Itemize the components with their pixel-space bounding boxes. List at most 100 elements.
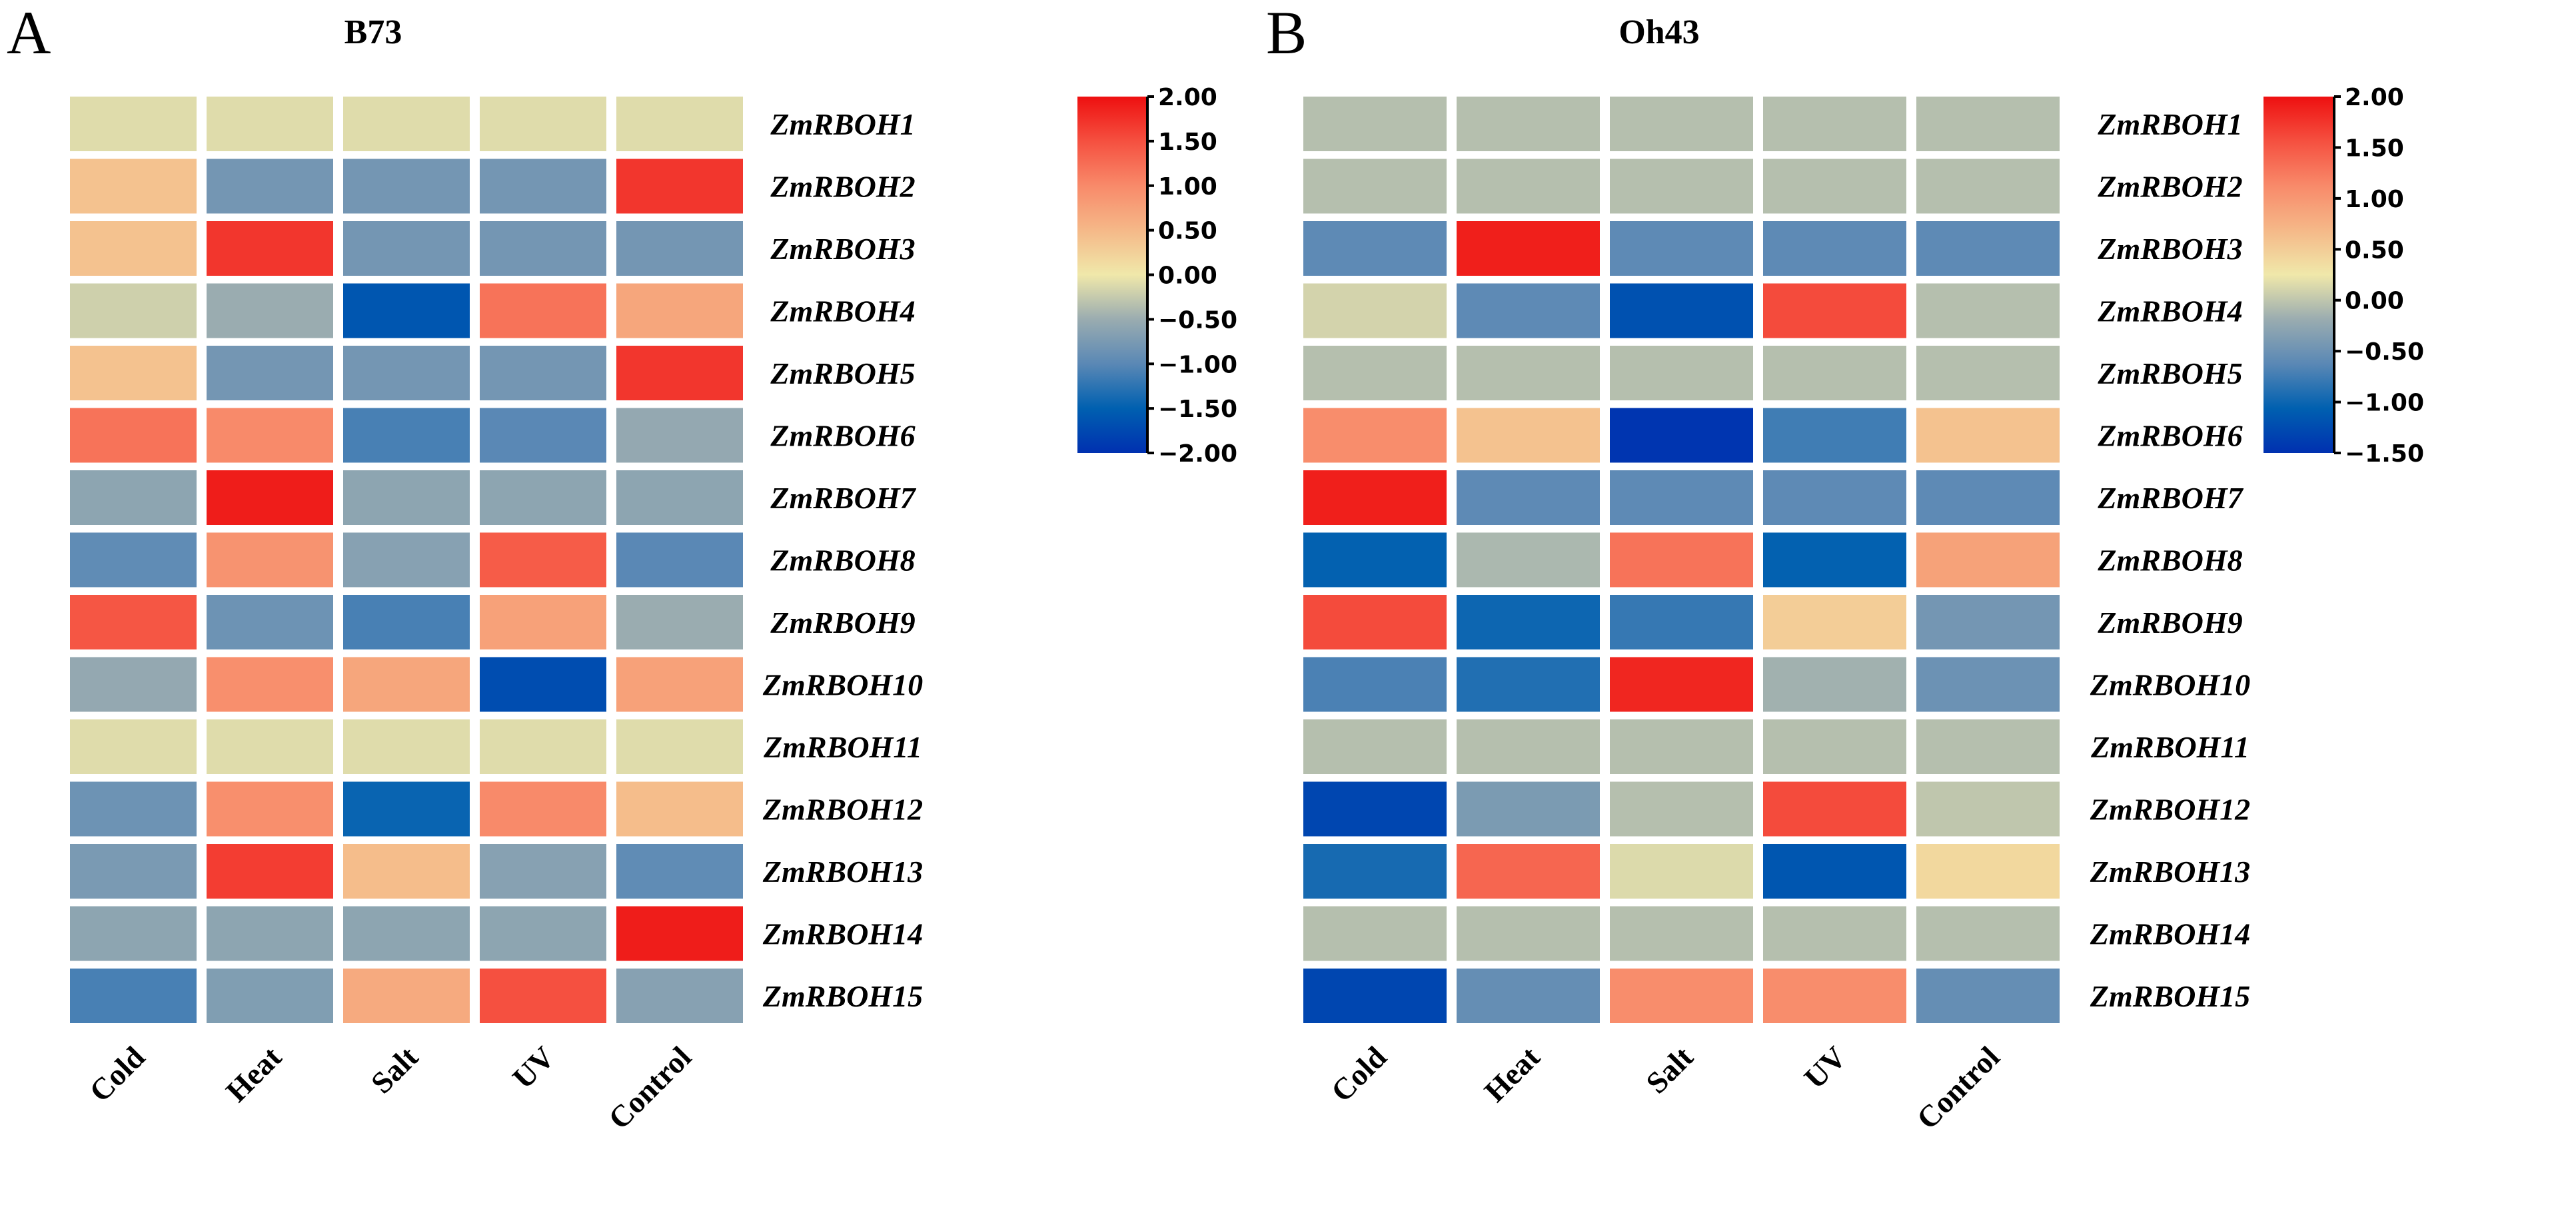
colorbar-tick-label: 1.50: [2345, 135, 2404, 162]
heatmap-cell-ZmRBOH1-Control: [1916, 97, 2060, 151]
panel-label-b: B: [1266, 0, 1307, 67]
heatmap-cell-ZmRBOH11-Salt: [343, 719, 470, 774]
row-label: ZmRBOH14: [762, 917, 923, 951]
row-label: ZmRBOH8: [770, 544, 915, 578]
heatmap-cell-ZmRBOH1-UV: [480, 97, 606, 151]
heatmap-cell-ZmRBOH11-Cold: [1303, 719, 1447, 774]
row-label: ZmRBOH4: [770, 294, 915, 328]
colorbar: [1077, 97, 1147, 453]
heatmap-cell-ZmRBOH15-UV: [1763, 969, 1906, 1023]
heatmap-cell-ZmRBOH9-Cold: [1303, 595, 1447, 649]
heatmap-cell-ZmRBOH15-Control: [616, 969, 743, 1023]
heatmap-cell-ZmRBOH2-Salt: [343, 159, 470, 214]
heatmap-cell-ZmRBOH3-Salt: [1610, 221, 1753, 276]
heatmap-cell-ZmRBOH8-Salt: [343, 532, 470, 588]
heatmap-cell-ZmRBOH2-Control: [616, 159, 743, 214]
heatmap-cell-ZmRBOH4-Control: [616, 283, 743, 338]
heatmap-cell-ZmRBOH10-UV: [1763, 657, 1906, 712]
panel-title-b73: B73: [344, 13, 402, 51]
colorbar-tick-label: −1.00: [2345, 390, 2424, 417]
heatmap-cell-ZmRBOH3-UV: [480, 221, 606, 276]
row-label: ZmRBOH2: [2097, 170, 2242, 204]
row-label: ZmRBOH15: [2090, 979, 2250, 1013]
heatmap-cell-ZmRBOH12-Heat: [1457, 781, 1600, 837]
heatmap-cell-ZmRBOH13-UV: [480, 844, 606, 899]
panel-title-oh43: Oh43: [1618, 13, 1699, 51]
colorbar-tick-label: 1.00: [2345, 186, 2404, 213]
heatmap-cell-ZmRBOH13-Salt: [343, 844, 470, 899]
row-label: ZmRBOH6: [770, 419, 915, 453]
heatmap-cell-ZmRBOH9-Heat: [1457, 595, 1600, 649]
heatmap-cell-ZmRBOH4-Cold: [70, 283, 197, 338]
heatmap-cell-ZmRBOH4-Salt: [343, 283, 470, 338]
heatmap-cell-ZmRBOH7-UV: [1763, 470, 1906, 525]
heatmap-cell-ZmRBOH6-UV: [480, 408, 606, 463]
heatmap-cell-ZmRBOH15-UV: [480, 969, 606, 1023]
column-label: Cold: [83, 1040, 151, 1108]
heatmap-cell-ZmRBOH2-Salt: [1610, 159, 1753, 214]
heatmap-cell-ZmRBOH15-Heat: [1457, 969, 1600, 1023]
heatmap-cell-ZmRBOH6-Cold: [1303, 408, 1447, 463]
heatmap-cell-ZmRBOH11-Control: [1916, 719, 2060, 774]
heatmap-cell-ZmRBOH1-Cold: [1303, 97, 1447, 151]
heatmap-cell-ZmRBOH7-Heat: [207, 470, 333, 525]
row-label: ZmRBOH14: [2090, 917, 2250, 951]
column-label: Salt: [364, 1040, 425, 1100]
colorbar-tick-label: 1.00: [1158, 173, 1217, 201]
heatmap-cell-ZmRBOH5-Heat: [1457, 346, 1600, 400]
row-label: ZmRBOH12: [2090, 793, 2250, 827]
column-label: Control: [1910, 1040, 2006, 1136]
heatmap-cell-ZmRBOH5-Salt: [343, 346, 470, 400]
heatmap-cell-ZmRBOH4-Cold: [1303, 283, 1447, 338]
heatmap-cell-ZmRBOH8-UV: [1763, 532, 1906, 588]
colorbar-tick-label: −0.50: [2345, 338, 2424, 366]
heatmap-cell-ZmRBOH11-Control: [616, 719, 743, 774]
heatmap-cell-ZmRBOH1-Cold: [70, 97, 197, 151]
row-label: ZmRBOH11: [2090, 730, 2250, 764]
heatmap-cell-ZmRBOH15-Salt: [343, 969, 470, 1023]
heatmap-cell-ZmRBOH13-Heat: [207, 844, 333, 899]
colorbar-tick-label: −0.50: [1158, 306, 1237, 334]
heatmap-cell-ZmRBOH2-UV: [1763, 159, 1906, 214]
heatmap-cell-ZmRBOH7-Cold: [1303, 470, 1447, 525]
heatmap-cell-ZmRBOH6-Salt: [343, 408, 470, 463]
column-label: Cold: [1325, 1040, 1393, 1108]
heatmap-cell-ZmRBOH9-Salt: [343, 595, 470, 649]
heatmap-cell-ZmRBOH13-Control: [1916, 844, 2060, 899]
heatmap-cell-ZmRBOH13-Heat: [1457, 844, 1600, 899]
heatmap-cell-ZmRBOH12-Control: [616, 781, 743, 837]
colorbar: [2263, 97, 2334, 453]
heatmap-cell-ZmRBOH6-Heat: [1457, 408, 1600, 463]
heatmap-cell-ZmRBOH9-UV: [480, 595, 606, 649]
heatmap-cell-ZmRBOH10-UV: [480, 657, 606, 712]
heatmap-cell-ZmRBOH8-Control: [616, 532, 743, 588]
colorbar-tick-label: 0.00: [2345, 288, 2404, 315]
heatmap-cell-ZmRBOH11-Heat: [1457, 719, 1600, 774]
heatmap-cell-ZmRBOH1-Salt: [1610, 97, 1753, 151]
heatmap-cell-ZmRBOH13-Cold: [1303, 844, 1447, 899]
heatmap-cell-ZmRBOH5-Salt: [1610, 346, 1753, 400]
heatmap-cell-ZmRBOH11-UV: [1763, 719, 1906, 774]
row-label: ZmRBOH2: [770, 170, 915, 204]
heatmap-cell-ZmRBOH13-Cold: [70, 844, 197, 899]
heatmap-cell-ZmRBOH6-Salt: [1610, 408, 1753, 463]
heatmap-cell-ZmRBOH10-Salt: [343, 657, 470, 712]
heatmap-cell-ZmRBOH14-Cold: [1303, 906, 1447, 961]
heatmap-cell-ZmRBOH14-Control: [1916, 906, 2060, 961]
heatmap-cell-ZmRBOH5-Control: [1916, 346, 2060, 400]
row-label: ZmRBOH1: [2097, 107, 2242, 141]
colorbar-tick-label: 0.50: [1158, 218, 1217, 245]
heatmap-cell-ZmRBOH6-Heat: [207, 408, 333, 463]
row-label: ZmRBOH7: [770, 481, 916, 515]
heatmap-cell-ZmRBOH2-Control: [1916, 159, 2060, 214]
heatmap-cell-ZmRBOH2-Heat: [1457, 159, 1600, 214]
heatmap-cell-ZmRBOH5-Cold: [1303, 346, 1447, 400]
heatmap-cell-ZmRBOH12-Salt: [343, 781, 470, 837]
colorbar-tick-label: −1.00: [1158, 351, 1237, 378]
heatmap-cell-ZmRBOH14-Heat: [1457, 906, 1600, 961]
heatmap-cell-ZmRBOH4-Control: [1916, 283, 2060, 338]
heatmap-cell-ZmRBOH11-Cold: [70, 719, 197, 774]
heatmap-cell-ZmRBOH14-UV: [480, 906, 606, 961]
heatmap-cell-ZmRBOH14-Salt: [1610, 906, 1753, 961]
